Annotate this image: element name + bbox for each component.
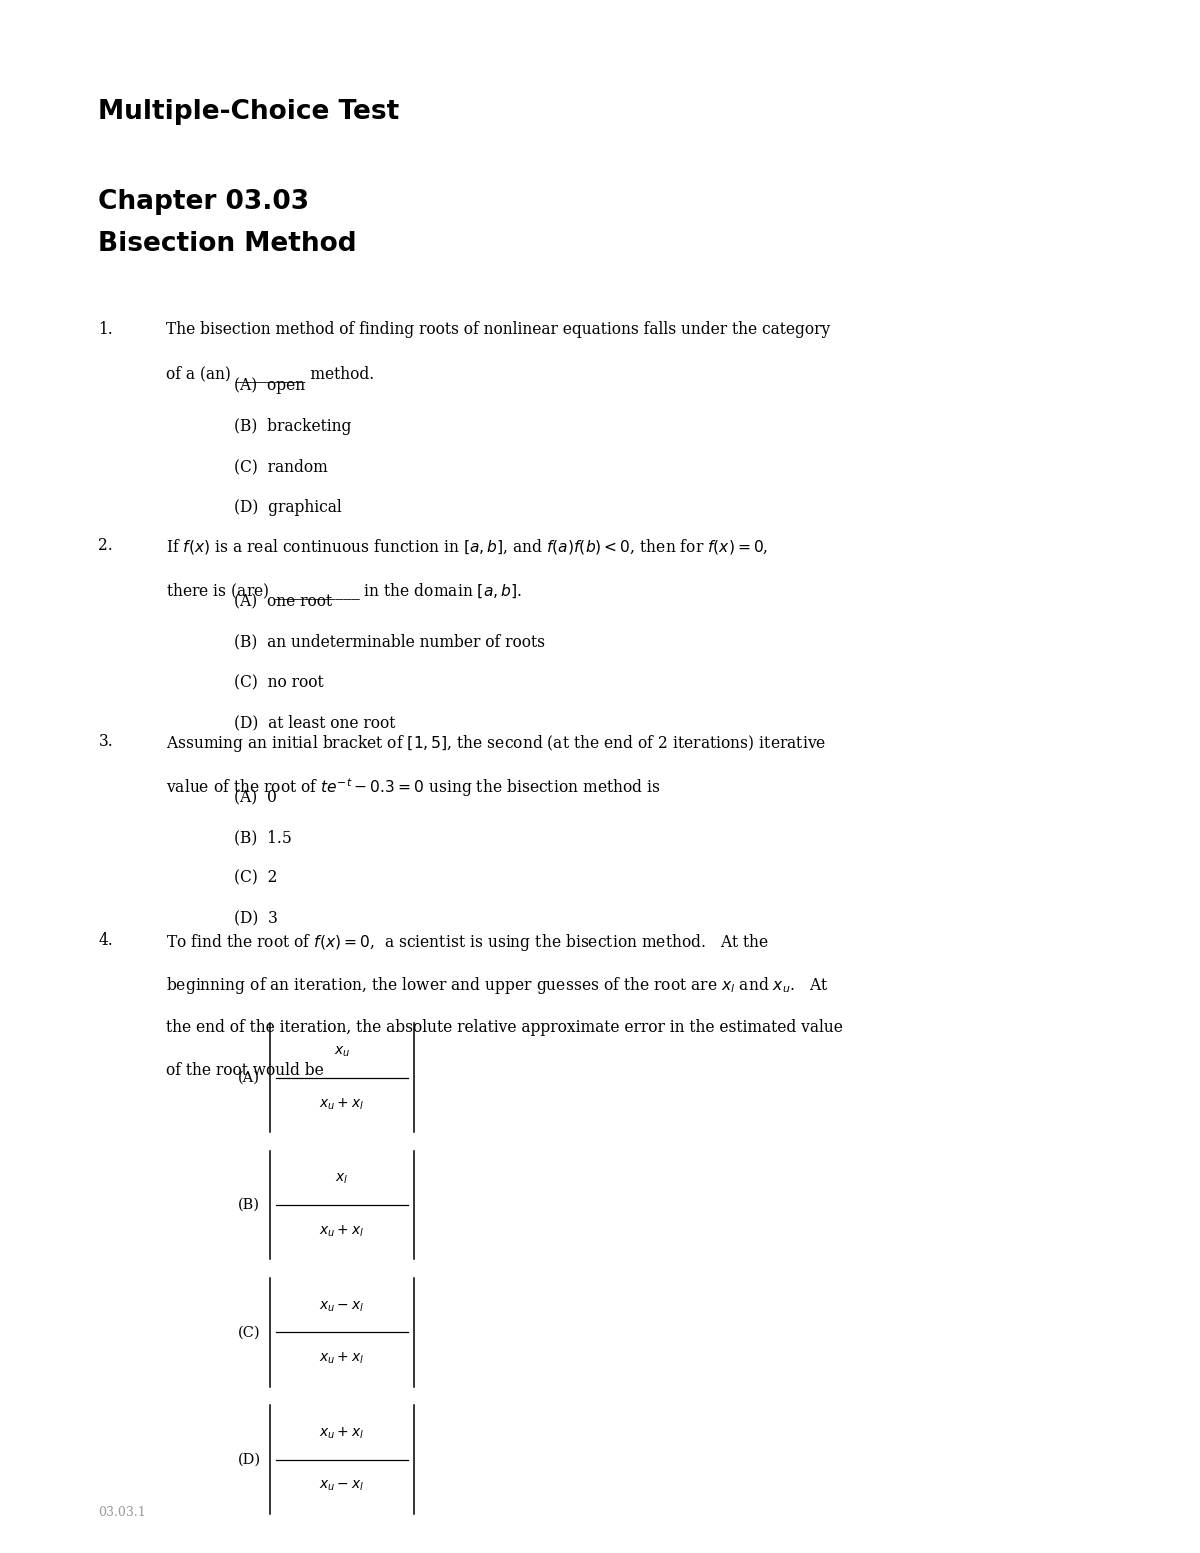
Text: 4.: 4. — [98, 932, 113, 949]
Text: Chapter 03.03: Chapter 03.03 — [98, 189, 310, 216]
Text: beginning of an iteration, the lower and upper guesses of the root are $x_l$ and: beginning of an iteration, the lower and… — [166, 975, 828, 997]
Text: Assuming an initial bracket of $[1,5]$, the second (at the end of 2 iterations) : Assuming an initial bracket of $[1,5]$, … — [166, 733, 826, 755]
Text: To find the root of $f(x) = 0$,  a scientist is using the bisection method.   At: To find the root of $f(x) = 0$, a scient… — [166, 932, 769, 954]
Text: (B)  bracketing: (B) bracketing — [234, 418, 352, 435]
Text: Multiple-Choice Test: Multiple-Choice Test — [98, 99, 400, 126]
Text: value of the root of $te^{-t} - 0.3 = 0$ using the bisection method is: value of the root of $te^{-t} - 0.3 = 0$… — [166, 776, 660, 800]
Text: (B)  1.5: (B) 1.5 — [234, 829, 292, 846]
Text: (D)  3: (D) 3 — [234, 910, 278, 927]
Text: (D): (D) — [238, 1452, 260, 1468]
Text: (A)  one root: (A) one root — [234, 593, 332, 610]
Text: (A): (A) — [238, 1070, 259, 1086]
Text: $x_u + x_l$: $x_u + x_l$ — [319, 1426, 365, 1441]
Text: $x_l$: $x_l$ — [335, 1173, 349, 1186]
Text: there is (are) ___________ in the domain $[a,b]$.: there is (are) ___________ in the domain… — [166, 581, 522, 601]
Text: (C)  no root: (C) no root — [234, 674, 324, 691]
Text: (B): (B) — [238, 1197, 259, 1213]
Text: (A)  open: (A) open — [234, 377, 305, 394]
Text: (D)  graphical: (D) graphical — [234, 499, 342, 516]
Text: $x_u + x_l$: $x_u + x_l$ — [319, 1096, 365, 1112]
Text: (A)  0: (A) 0 — [234, 789, 277, 806]
Text: $x_u - x_l$: $x_u - x_l$ — [319, 1300, 365, 1314]
Text: (C): (C) — [238, 1325, 260, 1340]
Text: $x_u - x_l$: $x_u - x_l$ — [319, 1478, 365, 1492]
Text: the end of the iteration, the absolute relative approximate error in the estimat: the end of the iteration, the absolute r… — [166, 1019, 842, 1036]
Text: (B)  an undeterminable number of roots: (B) an undeterminable number of roots — [234, 634, 545, 651]
Text: The bisection method of finding roots of nonlinear equations falls under the cat: The bisection method of finding roots of… — [166, 321, 830, 339]
Text: of a (an) _________ method.: of a (an) _________ method. — [166, 365, 374, 382]
Text: 1.: 1. — [98, 321, 113, 339]
Text: $x_u$: $x_u$ — [334, 1045, 350, 1059]
Text: $x_u + x_l$: $x_u + x_l$ — [319, 1351, 365, 1367]
Text: (C)  random: (C) random — [234, 458, 328, 475]
Text: $x_u + x_l$: $x_u + x_l$ — [319, 1224, 365, 1239]
Text: Bisection Method: Bisection Method — [98, 231, 358, 258]
Text: of the root would be: of the root would be — [166, 1062, 323, 1079]
Text: If $f(x)$ is a real continuous function in $[a,b]$, and $f(a)f(b) < 0$, then for: If $f(x)$ is a real continuous function … — [166, 537, 768, 556]
Text: (D)  at least one root: (D) at least one root — [234, 714, 395, 731]
Text: (C)  2: (C) 2 — [234, 870, 277, 887]
Text: 2.: 2. — [98, 537, 113, 554]
Text: 3.: 3. — [98, 733, 113, 750]
Text: 03.03.1: 03.03.1 — [98, 1506, 146, 1519]
